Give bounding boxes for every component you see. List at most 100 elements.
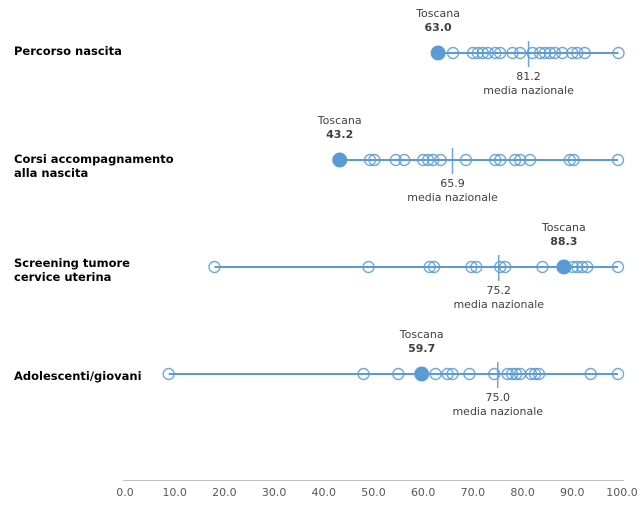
region-data-point — [446, 46, 460, 60]
region-data-point — [528, 367, 542, 381]
region-data-point — [208, 260, 221, 274]
x-tick-label: 0.0 — [116, 486, 134, 499]
annotation-mean-value: 65.9 — [440, 177, 465, 190]
x-tick-label: 20.0 — [212, 486, 237, 499]
region-data-point — [423, 260, 436, 274]
toscana-data-point — [430, 45, 446, 61]
region-data-point — [513, 46, 527, 60]
category-label-percorso-nascita: Percorso nascita — [14, 44, 179, 58]
category-label-adolescenti-giovani: Adolescenti/giovani — [14, 369, 179, 383]
region-data-point — [488, 367, 501, 381]
region-data-point — [427, 260, 441, 274]
region-data-point — [459, 153, 473, 167]
category-label-line: Screening tumore — [14, 256, 130, 270]
region-data-point — [489, 46, 502, 60]
annotation-region-label: Toscana — [317, 114, 362, 127]
annotation-mean-value: 75.0 — [485, 391, 510, 404]
annotation-region-label: Toscana — [541, 221, 586, 234]
toscana-annotation: Toscana 88.3 — [542, 221, 586, 249]
region-data-point — [612, 46, 625, 60]
category-label-line: Adolescenti/giovani — [14, 369, 142, 383]
region-data-point — [429, 367, 442, 381]
region-data-point — [556, 46, 569, 60]
x-tick-label: 50.0 — [361, 486, 386, 499]
region-data-point — [532, 367, 546, 381]
annotation-mean-label: media nazionale — [452, 405, 544, 418]
annotation-region-label: Toscana — [399, 328, 444, 341]
region-data-point — [611, 367, 625, 381]
media-nazionale-annotation: 65.9 media nazionale — [407, 177, 498, 205]
region-data-point — [499, 260, 512, 274]
region-data-point — [571, 260, 584, 274]
region-data-point — [494, 153, 507, 167]
annotation-region-label: Toscana — [416, 7, 461, 20]
toscana-data-point — [332, 152, 348, 168]
region-data-point — [417, 153, 430, 167]
region-data-point — [508, 153, 522, 167]
region-data-point — [470, 260, 483, 274]
region-data-point — [548, 46, 562, 60]
x-tick-label: 40.0 — [311, 486, 337, 499]
region-data-point — [501, 367, 514, 381]
annotation-mean-label: media nazionale — [483, 84, 574, 97]
annotation-region-value: 63.0 — [424, 21, 452, 34]
region-data-point — [509, 367, 523, 381]
region-data-point — [162, 367, 175, 381]
region-data-point — [481, 46, 495, 60]
region-data-point — [389, 153, 403, 167]
x-tick-label: 100.0 — [606, 486, 638, 499]
region-data-point — [566, 46, 579, 60]
media-nazionale-annotation: 75.0 media nazionale — [452, 391, 543, 419]
region-data-point — [363, 153, 377, 167]
region-data-point — [543, 46, 557, 60]
region-data-point — [526, 46, 539, 60]
region-data-point — [536, 260, 549, 274]
x-tick-label: 70.0 — [460, 486, 486, 499]
region-data-point — [357, 367, 370, 381]
x-tick-label: 30.0 — [261, 486, 287, 499]
annotation-mean-label: media nazionale — [407, 191, 498, 204]
region-data-point — [368, 153, 381, 167]
region-data-point — [471, 46, 485, 60]
media-nazionale-annotation: 75.2 media nazionale — [453, 284, 544, 312]
region-data-point — [441, 367, 454, 381]
region-data-point — [567, 153, 580, 167]
category-label-corsi-accompagnamento: Corsi accompagnamento alla nascita — [14, 152, 179, 180]
region-data-point — [426, 153, 440, 167]
region-data-point — [524, 367, 538, 381]
annotation-mean-value: 81.2 — [516, 70, 541, 83]
annotation-region-value: 88.3 — [550, 235, 578, 248]
region-data-point — [611, 153, 625, 167]
x-tick-label: 60.0 — [410, 486, 436, 499]
region-data-point — [538, 46, 552, 60]
annotation-region-value: 59.7 — [408, 342, 436, 355]
region-data-point — [434, 153, 447, 167]
toscana-annotation: Toscana 59.7 — [400, 328, 444, 356]
region-data-point — [576, 260, 589, 274]
annotation-mean-value: 75.2 — [486, 284, 511, 297]
region-data-point — [584, 367, 597, 381]
region-data-point — [563, 153, 577, 167]
x-tick-label: 80.0 — [510, 486, 535, 499]
region-data-point — [392, 367, 405, 381]
region-data-point — [494, 260, 507, 274]
region-data-point — [489, 153, 502, 167]
region-data-point — [446, 367, 459, 381]
region-data-point — [523, 153, 537, 167]
x-tick-label: 90.0 — [560, 486, 585, 499]
region-data-point — [465, 260, 478, 274]
annotation-region-value: 43.2 — [326, 128, 354, 141]
region-data-point — [506, 46, 519, 60]
media-nazionale-annotation: 81.2 media nazionale — [483, 70, 574, 98]
region-data-point — [533, 46, 547, 60]
region-data-point — [476, 46, 490, 60]
region-data-point — [398, 153, 411, 167]
region-data-point — [611, 260, 625, 274]
toscana-data-point — [414, 366, 430, 382]
category-label-line: Percorso nascita — [14, 44, 122, 58]
region-data-point — [513, 153, 527, 167]
toscana-annotation: Toscana 63.0 — [416, 7, 460, 35]
region-data-point — [466, 46, 480, 60]
